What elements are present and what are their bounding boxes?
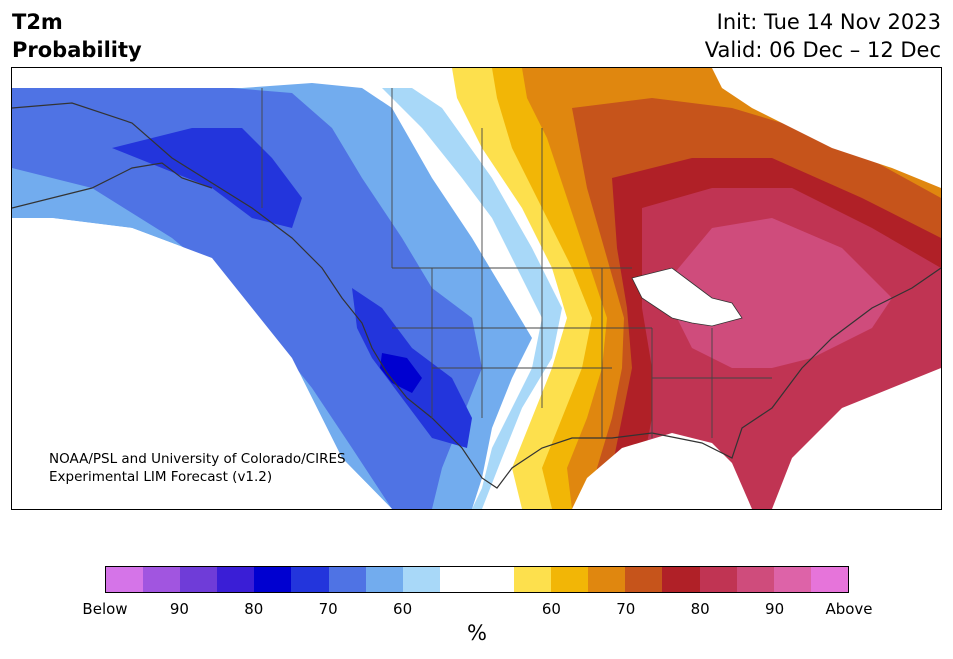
cold-region-mid	[12, 88, 482, 509]
pacific-ocean	[12, 218, 392, 509]
colorbar-segment	[365, 567, 403, 592]
colorbar-segment	[514, 567, 552, 592]
colorbar-tick-label: Below	[82, 600, 128, 618]
colorbar-segment	[551, 567, 589, 592]
borders	[261, 88, 772, 438]
gulf-of-mexico	[572, 433, 752, 509]
probability-colorbar	[105, 566, 849, 593]
colorbar-tick-label: 70	[318, 600, 338, 618]
credit-line-1: NOAA/PSL and University of Colorado/CIRE…	[49, 451, 346, 467]
colorbar-unit: %	[467, 621, 487, 645]
variable-label: T2m	[12, 10, 63, 34]
cold-region-deep	[112, 128, 302, 228]
colorbar-segment	[106, 567, 144, 592]
colorbar-tick-label: 90	[169, 600, 189, 618]
colorbar-segment	[328, 567, 366, 592]
probability-map	[11, 67, 942, 510]
colorbar-tick-label: 70	[616, 600, 636, 618]
colorbar-segment	[439, 567, 477, 592]
colorbar-tick-label: 80	[244, 600, 264, 618]
credit-line-2: Experimental LIM Forecast (v1.2)	[49, 469, 273, 485]
colorbar-tick-label: 60	[393, 600, 413, 618]
product-label: Probability	[12, 38, 142, 62]
colorbar-tick-label: Above	[825, 600, 873, 618]
alaska-coast	[12, 162, 213, 209]
great-lakes	[631, 267, 743, 327]
map-canvas	[12, 68, 941, 509]
colorbar-segment	[736, 567, 774, 592]
colorbar-segment	[402, 567, 440, 592]
warm-region-pink	[662, 218, 892, 368]
map-title: T2m Probability	[12, 8, 142, 64]
cold-region-core	[380, 353, 422, 393]
colorbar-segment	[699, 567, 737, 592]
init-date: Init: Tue 14 Nov 2023	[716, 10, 941, 34]
colorbar-segment	[625, 567, 663, 592]
colorbar-segment	[588, 567, 626, 592]
coastline	[12, 102, 941, 489]
colorbar-segment	[143, 567, 181, 592]
arctic-unshaded	[712, 68, 941, 188]
colorbar-tick-label: 90	[765, 600, 785, 618]
southeast-ocean	[772, 368, 941, 509]
colorbar-segment	[254, 567, 292, 592]
forecast-credit: NOAA/PSL and University of Colorado/CIRE…	[49, 450, 346, 486]
colorbar-tick-label: 60	[541, 600, 561, 618]
colorbar-segment	[180, 567, 218, 592]
valid-range: Valid: 06 Dec – 12 Dec	[704, 38, 941, 62]
forecast-dates: Init: Tue 14 Nov 2023 Valid: 06 Dec – 12…	[705, 8, 941, 64]
colorbar-segment	[773, 567, 811, 592]
colorbar-segment	[217, 567, 255, 592]
colorbar-segment	[810, 567, 848, 592]
colorbar-segment	[291, 567, 329, 592]
colorbar-segment	[476, 567, 515, 592]
colorbar-segment	[662, 567, 700, 592]
colorbar-tick-label: 80	[690, 600, 710, 618]
